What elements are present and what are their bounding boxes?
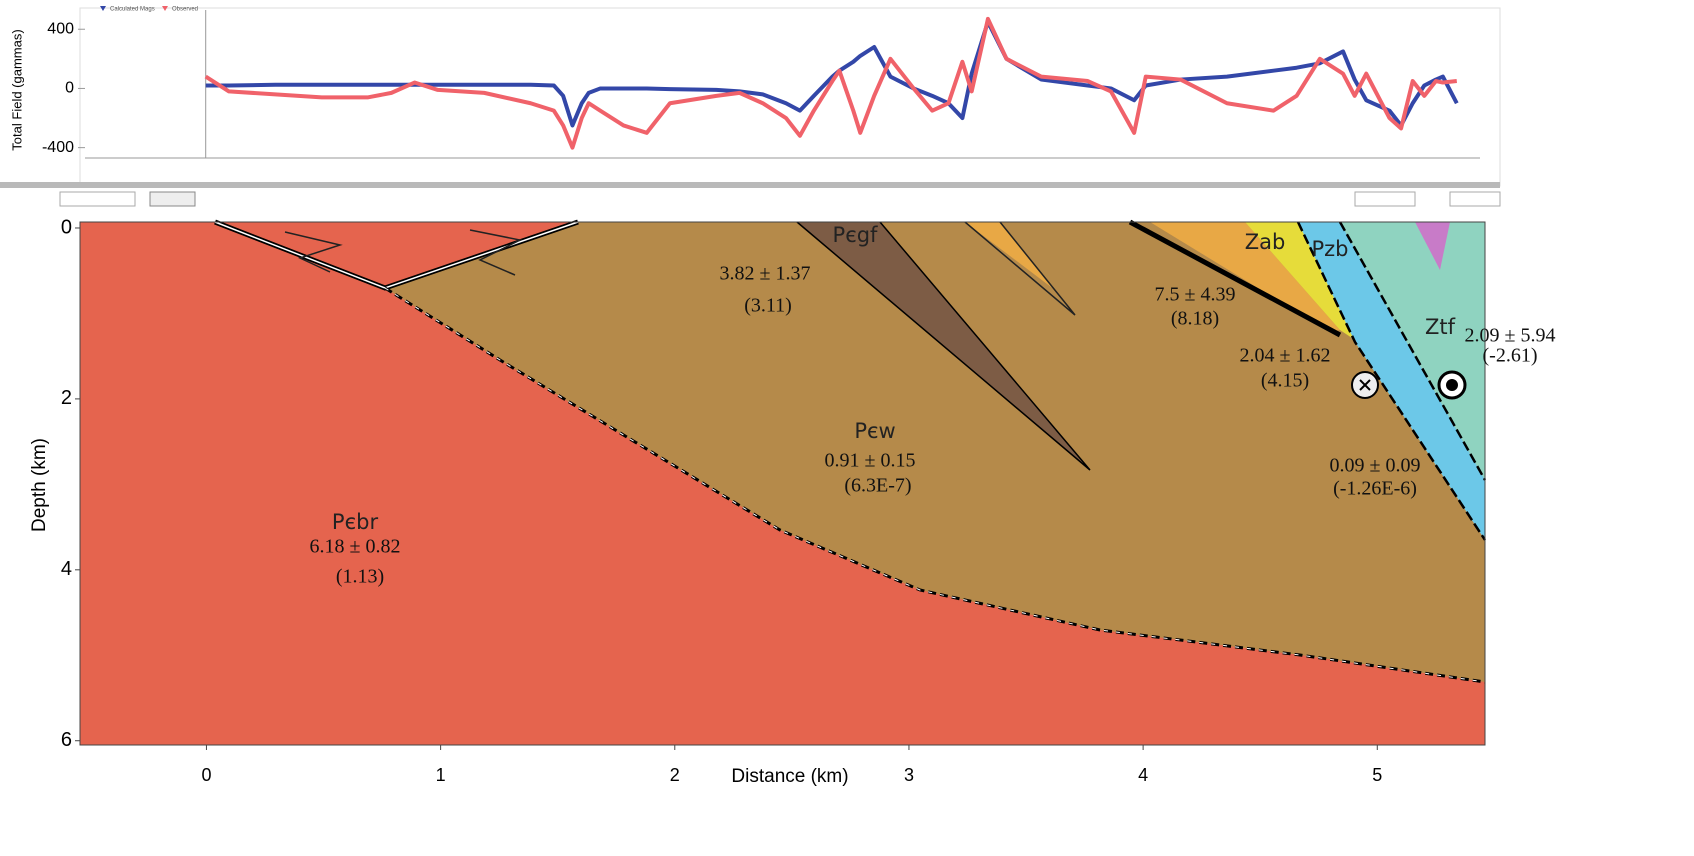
unit-label: Pєw: [854, 419, 895, 443]
annotation: (3.11): [744, 295, 792, 317]
x-tick-label: 3: [904, 765, 914, 785]
annotation: (-2.61): [1483, 345, 1538, 367]
contact: [384, 286, 1486, 684]
y-tick-label: 400: [47, 20, 74, 37]
annotation: (1.13): [336, 566, 384, 588]
section-shapes: [79, 219, 1487, 746]
annotation: 0.91 ± 0.15: [825, 450, 916, 472]
series-line: [204, 16, 1458, 150]
unit-pebr: [80, 222, 1485, 745]
section-frame: [79, 221, 1486, 746]
contact: [964, 221, 1076, 316]
annotation: 3.82 ± 1.37: [720, 263, 811, 285]
symbol-into: [1359, 379, 1371, 391]
legend-label: Calculated Mags: [110, 7, 155, 13]
x-tick-label: 5: [1372, 765, 1382, 785]
annotation: (8.18): [1171, 308, 1219, 330]
symbol-out: [1446, 379, 1458, 391]
annotation: 2.09 ± 5.94: [1465, 325, 1556, 347]
fault: [1338, 221, 1487, 481]
unit-pzb: [1298, 222, 1485, 540]
unit-label: Zab: [1245, 230, 1286, 254]
annotation: (4.15): [1261, 370, 1309, 392]
unit-pink: [1415, 222, 1450, 270]
y-axis-label: Total Field (gammas): [9, 29, 24, 150]
unit-label: Ztf: [1425, 315, 1456, 339]
legend-label: Observed: [172, 7, 198, 13]
divider: [0, 182, 1500, 188]
y-tick-label: 4: [61, 558, 72, 580]
unit-zab: [1150, 222, 1340, 332]
decoration: [469, 229, 523, 276]
x-tick-label: 0: [201, 765, 211, 785]
fault: [1128, 219, 1342, 338]
annotation: 2.04 ± 1.62: [1240, 345, 1331, 367]
series-line: [205, 19, 1459, 128]
x-tick-label: 4: [1138, 765, 1148, 785]
x-tick-label: 2: [670, 765, 680, 785]
y-tick-label: 6: [61, 729, 72, 751]
annotation: 7.5 ± 4.39: [1155, 284, 1236, 306]
legend-marker: [162, 6, 168, 11]
contact: [796, 221, 1091, 471]
unit-label: Pzb: [1311, 237, 1348, 261]
unit-label: Pєgf: [833, 223, 879, 247]
annotation: (-1.26E-6): [1333, 478, 1417, 500]
toolbar-field[interactable]: [1449, 191, 1501, 207]
y-axis-label: Depth (km): [29, 438, 50, 532]
unit-orange: [965, 222, 1055, 290]
x-tick-label: 1: [436, 765, 446, 785]
unit-label: Pєbr: [332, 510, 379, 534]
y-tick-label: 2: [61, 387, 72, 409]
toolbar-field[interactable]: [59, 191, 136, 207]
unit-yellow: [1245, 222, 1358, 342]
annotation: (6.3E-7): [844, 475, 911, 497]
y-tick-label: 0: [61, 216, 72, 238]
fault: [1296, 221, 1487, 541]
legend-marker: [100, 6, 106, 11]
y-tick-label: 0: [65, 80, 74, 97]
x-axis-label: Distance (km): [731, 766, 848, 787]
annotation: 0.09 ± 0.09: [1330, 455, 1421, 477]
annotation: 6.18 ± 0.82: [310, 536, 401, 558]
toolbar-button[interactable]: [149, 191, 196, 207]
toolbar-field[interactable]: [1354, 191, 1416, 207]
decoration: [284, 231, 343, 273]
y-tick-label: -400: [42, 139, 74, 156]
